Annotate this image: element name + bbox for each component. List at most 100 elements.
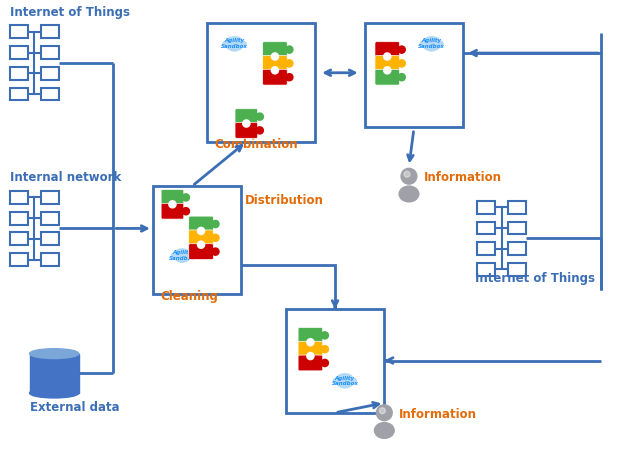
FancyBboxPatch shape — [235, 122, 258, 138]
Bar — [207, 23, 315, 142]
Ellipse shape — [175, 249, 190, 257]
Circle shape — [212, 248, 219, 255]
Bar — [509, 221, 526, 234]
Ellipse shape — [185, 253, 193, 259]
Bar — [477, 263, 495, 276]
Bar — [477, 242, 495, 255]
FancyBboxPatch shape — [188, 230, 213, 246]
Bar — [41, 46, 59, 59]
FancyBboxPatch shape — [263, 56, 287, 71]
Bar — [41, 87, 59, 100]
Ellipse shape — [339, 381, 350, 388]
Bar — [41, 253, 59, 266]
Circle shape — [182, 208, 190, 215]
Text: Cleaning: Cleaning — [160, 290, 218, 304]
Circle shape — [307, 353, 314, 360]
Circle shape — [401, 168, 417, 184]
Ellipse shape — [420, 41, 429, 47]
Circle shape — [212, 234, 219, 241]
Ellipse shape — [29, 388, 79, 398]
Circle shape — [384, 67, 391, 74]
FancyBboxPatch shape — [263, 69, 287, 85]
Circle shape — [286, 74, 293, 81]
Ellipse shape — [333, 378, 342, 384]
Ellipse shape — [337, 374, 353, 382]
FancyBboxPatch shape — [298, 341, 323, 357]
Bar — [509, 201, 526, 214]
FancyBboxPatch shape — [161, 190, 184, 205]
Circle shape — [271, 53, 278, 60]
Circle shape — [286, 46, 293, 53]
Ellipse shape — [227, 43, 235, 50]
Circle shape — [376, 405, 392, 421]
Bar — [10, 87, 27, 100]
Ellipse shape — [172, 253, 180, 259]
FancyBboxPatch shape — [161, 203, 184, 219]
Circle shape — [271, 67, 278, 74]
Bar — [41, 212, 59, 225]
Circle shape — [379, 408, 385, 414]
Bar — [10, 191, 27, 204]
Text: Agility
Sandbox: Agility Sandbox — [331, 375, 358, 386]
Ellipse shape — [175, 255, 183, 261]
Circle shape — [182, 194, 190, 201]
Ellipse shape — [229, 44, 240, 51]
Ellipse shape — [227, 37, 243, 46]
Circle shape — [243, 120, 250, 127]
Bar — [41, 26, 59, 38]
Circle shape — [212, 220, 219, 227]
Ellipse shape — [431, 43, 439, 50]
Ellipse shape — [223, 41, 232, 47]
Circle shape — [169, 201, 176, 208]
Ellipse shape — [344, 381, 353, 387]
Circle shape — [398, 60, 405, 67]
Ellipse shape — [234, 43, 242, 50]
FancyBboxPatch shape — [375, 42, 399, 57]
Circle shape — [321, 332, 328, 339]
Text: Internal network: Internal network — [10, 171, 121, 184]
Circle shape — [398, 46, 405, 53]
Circle shape — [307, 339, 314, 346]
Ellipse shape — [434, 41, 443, 47]
FancyBboxPatch shape — [298, 355, 323, 371]
Bar — [509, 263, 526, 276]
Text: Information: Information — [424, 171, 502, 184]
FancyBboxPatch shape — [263, 42, 287, 57]
FancyBboxPatch shape — [375, 69, 399, 85]
Text: Internet of Things: Internet of Things — [475, 272, 595, 285]
Ellipse shape — [374, 423, 394, 439]
Bar — [10, 46, 27, 59]
Ellipse shape — [399, 186, 419, 202]
Bar — [29, 354, 79, 393]
Ellipse shape — [237, 41, 246, 47]
Circle shape — [197, 241, 205, 248]
Bar — [10, 212, 27, 225]
Bar — [477, 221, 495, 234]
Circle shape — [197, 227, 205, 234]
Bar — [41, 191, 59, 204]
Circle shape — [321, 346, 328, 353]
Bar — [286, 309, 384, 413]
Circle shape — [398, 74, 405, 81]
FancyBboxPatch shape — [188, 216, 213, 232]
Ellipse shape — [426, 44, 437, 51]
Bar — [10, 233, 27, 245]
Bar — [477, 201, 495, 214]
Text: Distribution: Distribution — [245, 194, 324, 207]
Text: Agility
Sandbox: Agility Sandbox — [169, 250, 196, 261]
Bar — [364, 23, 463, 127]
Circle shape — [256, 113, 263, 120]
Bar — [509, 242, 526, 255]
Ellipse shape — [182, 255, 190, 261]
Ellipse shape — [29, 349, 79, 359]
Circle shape — [256, 127, 263, 134]
Ellipse shape — [348, 378, 356, 384]
FancyBboxPatch shape — [235, 109, 258, 125]
Ellipse shape — [424, 37, 439, 46]
Text: External data: External data — [29, 401, 119, 414]
Bar — [10, 26, 27, 38]
Bar — [41, 67, 59, 80]
Circle shape — [384, 53, 391, 60]
Circle shape — [404, 171, 410, 177]
Ellipse shape — [424, 43, 432, 50]
